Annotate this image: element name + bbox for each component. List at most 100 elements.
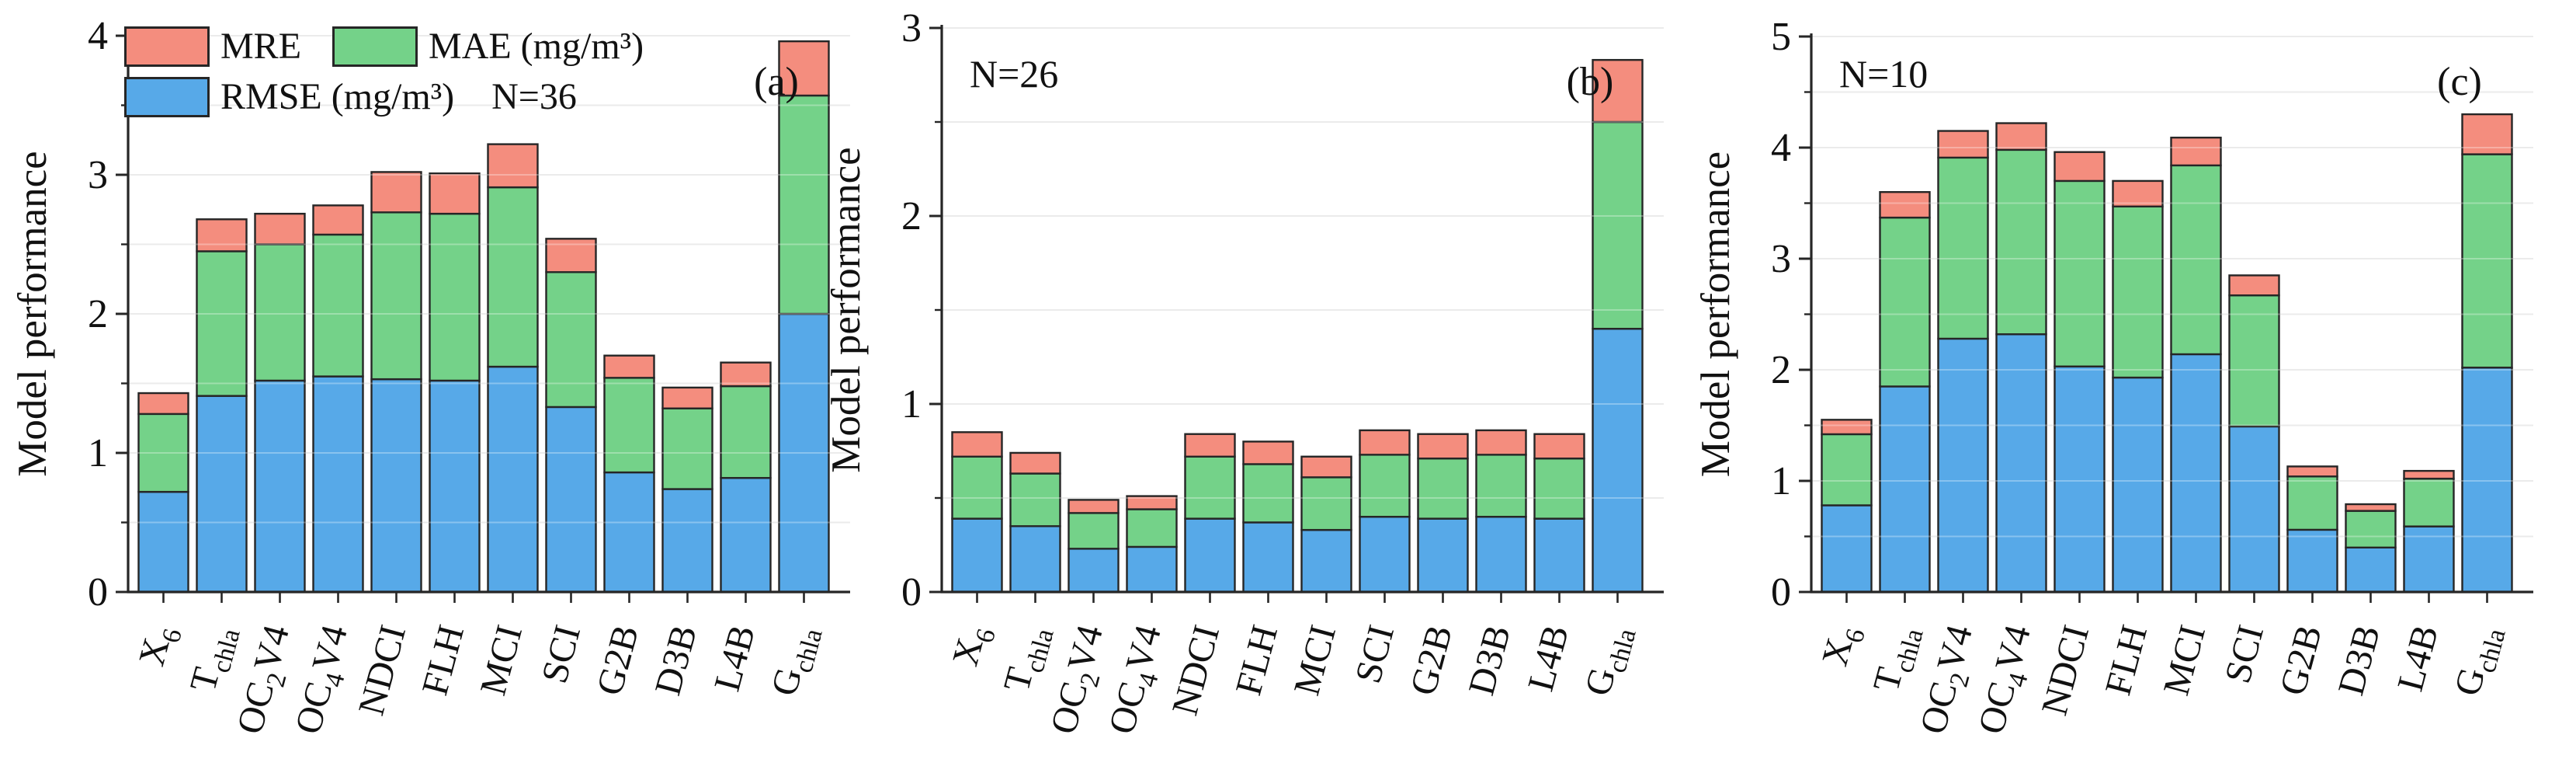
bar-segment-mae [1821, 433, 1873, 507]
y-tick-label: 2 [88, 292, 108, 336]
bar-segment-mre [1821, 419, 1873, 436]
x-category-label: Tchla [182, 621, 246, 698]
x-category-label: L4B [1520, 621, 1577, 695]
bar-segment-rmse [545, 406, 597, 594]
bar-segment-mre [2228, 274, 2280, 297]
x-category-label: G2B [2272, 621, 2330, 699]
x-category-label: FLH [414, 621, 472, 699]
bar-segment-mae [1126, 508, 1178, 548]
bar-segment-rmse [137, 490, 189, 594]
bar-segment-mre [254, 212, 306, 245]
bar-segment-mae [254, 243, 306, 382]
bar-segment-rmse [1184, 517, 1236, 594]
bar-segment-mre [1184, 433, 1236, 458]
x-category-label: OC2V4 [229, 621, 304, 740]
x-category-label: SCI [2217, 621, 2272, 688]
x-category-label: NDCI [351, 621, 415, 719]
bar-segment-mae [137, 413, 189, 493]
bar-segment-mre [2345, 503, 2397, 512]
x-category-label: X6 [1814, 621, 1871, 672]
y-tick-label: 2 [901, 194, 922, 238]
y-tick-label: 3 [901, 6, 922, 50]
bar-segment-rmse [1821, 504, 1873, 594]
bar-segment-rmse [2054, 365, 2106, 594]
y-tick-label: 1 [88, 431, 108, 475]
y-tick-label: 0 [88, 570, 108, 615]
bar-segment-mre [2112, 179, 2164, 207]
y-tick-label: 0 [901, 570, 922, 615]
bar-segment-mae [1359, 454, 1411, 518]
bar-segment-mre [1068, 499, 1120, 514]
x-category-label: FLH [2097, 621, 2155, 699]
bar-segment-mre [370, 171, 422, 214]
bar-segment-rmse [1879, 385, 1931, 594]
y-tick-label: 4 [1771, 126, 1791, 170]
bar-segment-mre [1879, 190, 1931, 219]
x-category-label: NDCI [1165, 621, 1228, 719]
bar-segment-mre [429, 172, 481, 215]
bar-segment-mae [2345, 510, 2397, 548]
bar-segment-rmse [2461, 366, 2513, 594]
bar-segment-rmse [370, 378, 422, 594]
bar-segment-mae [1242, 463, 1294, 524]
x-category-label: FLH [1227, 621, 1286, 699]
bar-segment-mae [1937, 156, 1989, 340]
bar-segment-mre [661, 386, 713, 409]
bar-segment-mae [1009, 472, 1061, 527]
bar-segment-mre [312, 204, 364, 236]
x-category-label: Gchla [763, 621, 828, 702]
bar-segment-mre [951, 431, 1003, 458]
bar-segment-mre [1533, 433, 1585, 460]
bar-segment-rmse [2286, 528, 2338, 594]
y-tick-label: 1 [901, 382, 922, 427]
bar-segment-mre [778, 40, 830, 97]
y-tick-label: 3 [1771, 237, 1791, 281]
bar-segment-mae [2461, 153, 2513, 369]
x-category-label: Tchla [1866, 621, 1929, 698]
bar-segment-rmse [2112, 376, 2164, 594]
x-category-label: MCI [2155, 621, 2213, 699]
bar-segment-mre [545, 238, 597, 273]
bar-segment-mre [1417, 433, 1469, 460]
y-axis-title: Model performance [824, 147, 869, 472]
bar-segment-rmse [1592, 328, 1644, 594]
bar-segment-mae [778, 94, 830, 315]
bar-segment-rmse [1009, 525, 1061, 594]
bar-segment-rmse [196, 395, 248, 594]
sample-count-label: N=26 [970, 52, 1058, 96]
bar-segment-mre [487, 143, 539, 189]
legend-row-2: RMSE (mg/m³) N=36 [124, 77, 644, 117]
bar-segment-rmse [2170, 353, 2222, 594]
panel-letter: (b) [1567, 60, 1614, 104]
x-category-label: D3B [647, 621, 705, 699]
bar-segment-mae [1184, 455, 1236, 520]
x-category-label: OC4V4 [1970, 621, 2046, 740]
y-tick-label: 2 [1771, 348, 1791, 392]
x-category-label: OC4V4 [1101, 621, 1176, 740]
bar-segment-mre [1242, 440, 1294, 465]
bar-segment-mae [196, 250, 248, 397]
y-tick-label: 0 [1771, 570, 1791, 615]
bar-segment-mre [2054, 151, 2106, 183]
bar-segment-mre [1592, 58, 1644, 124]
x-category-label: MCI [472, 621, 530, 699]
bar-segment-mae [487, 186, 539, 368]
bar-segment-mae [2403, 477, 2455, 527]
bar-segment-rmse [1937, 337, 1989, 594]
bar-segment-mae [1995, 148, 2047, 336]
bar-segment-rmse [1995, 333, 2047, 594]
bar-segment-mae [2170, 164, 2222, 356]
bar-segment-rmse [254, 379, 306, 594]
bar-segment-mae [312, 233, 364, 378]
bar-segment-mae [1592, 120, 1644, 330]
x-category-label: L4B [2390, 621, 2446, 695]
bar-segment-mae [951, 455, 1003, 520]
bar-segment-mae [720, 385, 772, 479]
bar-segment-mae [1300, 476, 1352, 531]
x-category-label: G2B [1402, 621, 1460, 699]
bar-segment-mre [2170, 136, 2222, 167]
bar-segment-mre [2403, 469, 2455, 480]
bar-segment-mre [137, 392, 189, 416]
